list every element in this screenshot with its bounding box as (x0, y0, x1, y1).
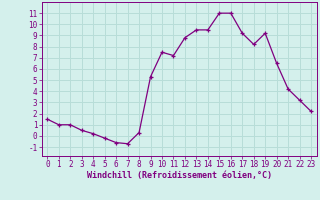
X-axis label: Windchill (Refroidissement éolien,°C): Windchill (Refroidissement éolien,°C) (87, 171, 272, 180)
